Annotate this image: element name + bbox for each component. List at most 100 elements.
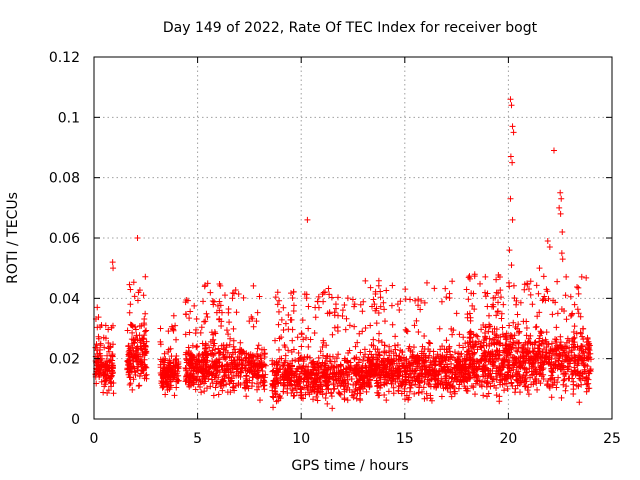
roti-point [105, 339, 112, 346]
roti-point [426, 377, 433, 384]
roti-point [228, 369, 235, 376]
roti-point [537, 380, 544, 387]
roti-point [527, 340, 534, 347]
roti-point [159, 367, 166, 374]
roti-point [507, 96, 514, 103]
roti-point [490, 303, 497, 310]
roti-point [348, 376, 355, 383]
roti-point [467, 314, 474, 321]
roti-point [577, 313, 584, 320]
roti-point [126, 281, 133, 288]
roti-point [324, 352, 331, 359]
roti-point [573, 330, 580, 337]
roti-point [402, 286, 409, 293]
roti-point [547, 346, 554, 353]
roti-point [447, 384, 454, 391]
roti-point [509, 123, 516, 130]
roti-point [506, 247, 513, 254]
roti-point [230, 337, 237, 344]
roti-point [528, 381, 535, 388]
roti-point [427, 340, 434, 347]
roti-point [448, 393, 455, 400]
roti-point [109, 352, 116, 359]
roti-point [289, 295, 296, 302]
roti-point [227, 335, 234, 342]
roti-point [518, 379, 525, 386]
roti-point [419, 343, 426, 350]
roti-point [275, 346, 282, 353]
roti-point [162, 355, 169, 362]
roti-point [484, 290, 491, 297]
roti-point [380, 355, 387, 362]
roti-point [489, 378, 496, 385]
roti-point [305, 303, 312, 310]
roti-point [342, 365, 349, 372]
roti-point [494, 374, 501, 381]
roti-point [571, 334, 578, 341]
roti-point [536, 309, 543, 316]
roti-point [544, 381, 551, 388]
roti-point [440, 357, 447, 364]
roti-point [163, 378, 170, 385]
roti-point [350, 381, 357, 388]
roti-point [260, 361, 267, 368]
roti-point [553, 336, 560, 343]
roti-point [467, 374, 474, 381]
x-tick-label: 25 [603, 431, 621, 447]
roti-point [169, 369, 176, 376]
roti-point [137, 370, 144, 377]
roti-point [270, 382, 277, 389]
roti-point [295, 358, 302, 365]
roti-point [413, 317, 420, 324]
roti-point [298, 343, 305, 350]
roti-point [514, 382, 521, 389]
roti-point [478, 326, 485, 333]
roti-point [390, 375, 397, 382]
roti-point [517, 299, 524, 306]
roti-point [352, 386, 359, 393]
roti-point [473, 332, 480, 339]
roti-point [403, 376, 410, 383]
roti-point [246, 354, 253, 361]
roti-point [469, 361, 476, 368]
roti-point [246, 318, 253, 325]
roti-point [434, 351, 441, 358]
roti-point [97, 357, 104, 364]
roti-point [579, 333, 586, 340]
roti-point [354, 339, 361, 346]
roti-point [372, 288, 379, 295]
roti-point [394, 341, 401, 348]
roti-point [553, 324, 560, 331]
roti-point [578, 343, 585, 350]
roti-point [452, 370, 459, 377]
roti-point [357, 390, 364, 397]
roti-point [359, 308, 366, 315]
roti-point [497, 333, 504, 340]
roti-point [392, 333, 399, 340]
roti-point [441, 364, 448, 371]
roti-point [439, 343, 446, 350]
roti-point [401, 385, 408, 392]
roti-point [487, 367, 494, 374]
roti-point [320, 289, 327, 296]
roti-point [480, 373, 487, 380]
roti-point [385, 356, 392, 363]
roti-point [129, 322, 136, 329]
roti-point [359, 357, 366, 364]
roti-point [219, 377, 226, 384]
roti-point [289, 326, 296, 333]
roti-point [305, 325, 312, 332]
roti-point [110, 265, 117, 272]
roti-point [571, 301, 578, 308]
roti-point [128, 322, 135, 329]
roti-point [261, 350, 268, 357]
roti-point [464, 378, 471, 385]
roti-point [335, 294, 342, 301]
roti-point [216, 307, 223, 314]
roti-point [403, 392, 410, 399]
x-tick-label: 0 [90, 431, 99, 447]
roti-point [509, 361, 516, 368]
roti-point [558, 306, 565, 313]
roti-point [375, 282, 382, 289]
roti-point [390, 390, 397, 397]
